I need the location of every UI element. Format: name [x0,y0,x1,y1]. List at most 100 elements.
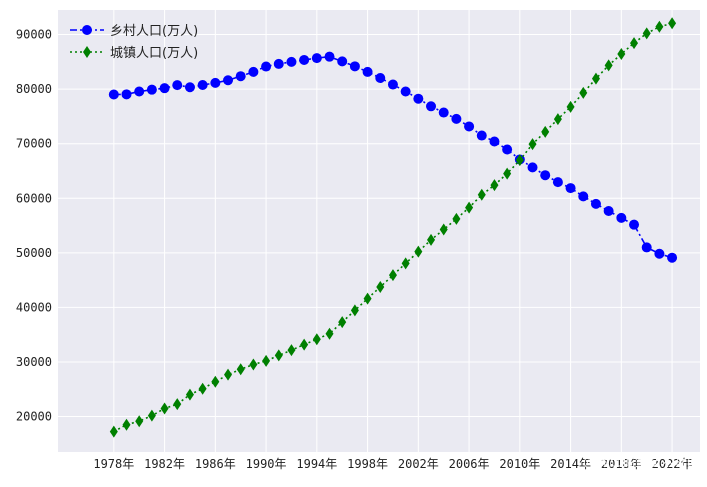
data-point [655,20,664,33]
data-point [349,61,360,72]
legend-item-1: 乡村人口(万人) [70,24,198,39]
legend-label: 乡村人口(万人) [110,24,198,39]
data-point [413,93,424,104]
x-tick-label: 1998年 [347,457,388,471]
x-tick-label: 1986年 [195,457,236,471]
data-point [159,83,170,94]
data-point [464,121,475,132]
x-tick-label: 1994年 [296,457,337,471]
data-point [528,138,537,151]
y-tick-label: 40000 [16,300,52,314]
x-tick-label: 2010年 [499,457,540,471]
data-point [451,113,462,124]
data-point [197,79,208,90]
data-point [224,368,233,381]
legend-marker [82,25,92,35]
data-point [274,349,283,362]
data-point [465,201,474,214]
data-point [287,344,296,357]
data-point [184,82,195,93]
data-point [350,304,359,317]
data-point [489,136,500,147]
data-point [515,154,524,167]
legend: 乡村人口(万人) 城镇人口(万人) [70,24,198,61]
data-point [300,338,309,351]
y-tick-label: 90000 [16,28,52,42]
data-point [146,84,157,95]
watermark-text: @稀土掘金技术社区 [583,454,700,470]
legend-item-2: 城镇人口(万人) [70,46,198,61]
data-point [109,425,118,438]
data-point [134,86,145,97]
data-point [452,212,461,225]
data-point [566,100,575,113]
data-point [439,223,448,236]
data-point [248,66,259,77]
data-point [337,56,348,67]
y-tick-label: 60000 [16,191,52,205]
data-point [198,382,207,395]
data-point [641,242,652,253]
y-axis: 20000 30000 40000 50000 60000 70000 80000 90000 [16,28,52,424]
data-point [249,358,258,371]
data-point [210,77,221,88]
x-tick-label: 2018年 [601,457,642,471]
data-point [121,89,132,100]
data-point [503,167,512,180]
data-point [401,257,410,270]
data-point [223,75,234,86]
data-point [426,101,437,112]
y-tick-label: 50000 [16,246,52,260]
data-point [362,66,373,77]
data-point [400,86,411,97]
data-point [414,245,423,258]
data-point [286,56,297,67]
data-point [211,375,220,388]
data-point [135,415,144,428]
x-tick-label: 2002年 [398,457,439,471]
data-point [375,73,386,84]
data-point [617,48,626,61]
data-point [668,17,677,30]
data-point [273,58,284,69]
data-point [363,292,372,305]
data-point [476,130,487,141]
data-point [579,86,588,99]
data-point [578,191,589,202]
data-point [642,27,651,40]
x-tick-label: 2014年 [550,457,591,471]
data-point [172,80,183,91]
data-point [552,177,563,188]
data-point [590,198,601,209]
data-point [654,248,665,259]
data-point [629,219,640,230]
data-point [490,179,499,192]
data-point [603,206,614,217]
data-point [235,71,246,82]
data-point [185,388,194,401]
data-point [173,398,182,411]
series-1 [108,51,678,263]
data-point [261,61,272,72]
data-point [108,89,119,100]
data-point [630,37,639,50]
data-point [376,280,385,293]
data-point [527,162,538,173]
y-tick-label: 30000 [16,355,52,369]
data-point [324,51,335,62]
data-point [616,212,627,223]
data-point [540,170,551,181]
data-point [147,409,156,422]
data-point [160,402,169,415]
data-point [591,72,600,85]
y-tick-label: 70000 [16,137,52,151]
legend-marker [83,46,91,58]
data-point [262,354,271,367]
x-tick-label: 2006年 [449,457,490,471]
legend-label: 城镇人口(万人) [110,46,198,61]
data-point [387,79,398,90]
data-point [388,269,397,282]
data-point [325,327,334,340]
series-2 [109,17,677,438]
data-point [122,418,131,431]
